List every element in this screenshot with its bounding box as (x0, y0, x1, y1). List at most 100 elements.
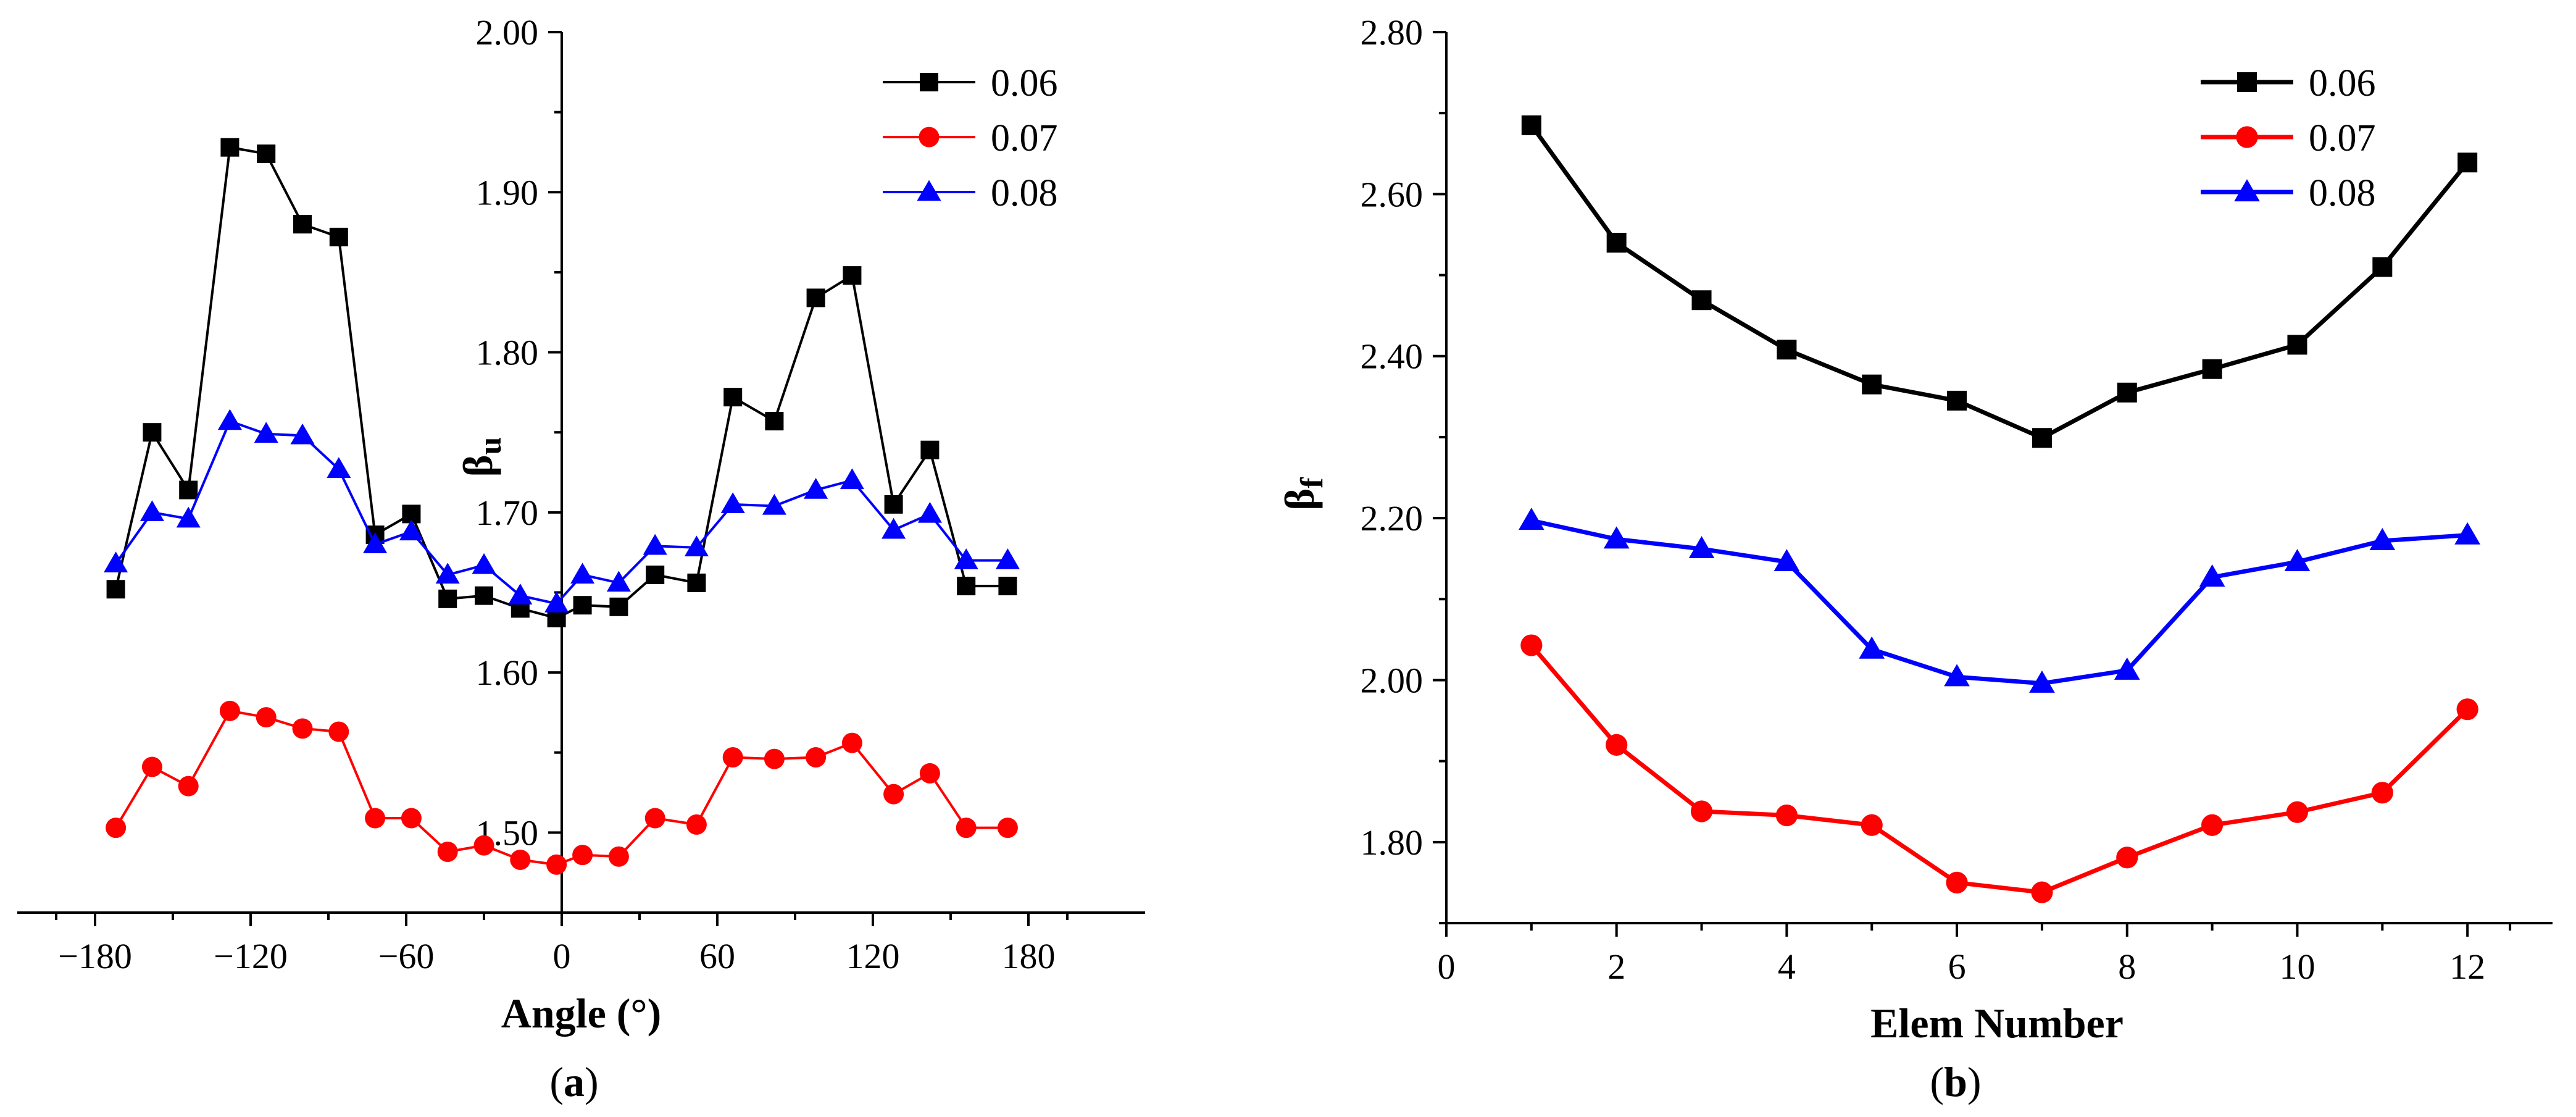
data-point (995, 548, 1020, 569)
data-point (841, 732, 862, 753)
data-point (290, 423, 315, 445)
data-point (475, 586, 493, 605)
data-point (644, 808, 665, 829)
data-point (1690, 800, 1713, 822)
data-point (140, 500, 164, 521)
y-tick-label: 2.60 (1361, 174, 1423, 214)
data-point (472, 553, 496, 574)
chart-panel-b: 0 2 4 6 8 10 12 1.80 2.00 2.20 2.40 2.60 2.80 Elem Nu… (1276, 12, 2553, 1105)
data-point (176, 506, 201, 528)
data-point (2029, 670, 2055, 693)
legend-marker (920, 73, 938, 91)
panel-label-open: ( (549, 1058, 564, 1105)
legend-label: 0.08 (2309, 172, 2376, 214)
data-point (1606, 233, 1627, 253)
data-point (2456, 698, 2478, 721)
data-point (1691, 290, 1712, 311)
data-point (328, 721, 349, 742)
data-point (143, 423, 162, 442)
data-point (1603, 526, 1630, 549)
data-point (573, 596, 592, 615)
data-point (687, 573, 706, 592)
data-point (2199, 564, 2225, 587)
y-axis-title: βu (454, 437, 508, 477)
data-point (804, 477, 828, 499)
y-tick-label: 1.70 (476, 493, 539, 533)
data-point (438, 589, 457, 608)
data-point (609, 597, 628, 616)
y-axis-title-subscript: f (1294, 477, 1330, 488)
data-point (399, 519, 423, 541)
legend-label: 0.07 (991, 117, 1058, 159)
data-point (920, 440, 940, 459)
y-axis-title: βf (1276, 477, 1330, 511)
data-point (1774, 549, 1800, 572)
series-line (1530, 123, 2469, 441)
data-point (2114, 657, 2140, 680)
series-0.07 (106, 700, 1018, 875)
series-0.07 (1520, 634, 2478, 903)
data-point (508, 584, 533, 605)
data-point (544, 592, 569, 613)
data-point (806, 288, 825, 307)
data-point (2287, 335, 2307, 355)
data-point (722, 747, 743, 768)
data-point (141, 756, 162, 777)
data-point (954, 548, 978, 569)
data-point (997, 818, 1018, 839)
x-tick-label: 0 (553, 936, 571, 976)
y-tick-label: 2.00 (1361, 660, 1423, 700)
data-point (546, 854, 567, 875)
data-point (104, 551, 128, 572)
data-point (219, 700, 240, 721)
legend-label: 0.08 (991, 172, 1058, 214)
data-point (1777, 340, 1797, 360)
data-point (882, 517, 906, 539)
data-point (684, 535, 709, 557)
data-point (723, 388, 743, 407)
data-point (293, 215, 312, 234)
series-line (1531, 518, 2468, 686)
legend-label: 0.06 (991, 62, 1058, 104)
series-0.06 (106, 138, 1017, 627)
y-tick-label: 2.80 (1361, 12, 1423, 52)
data-point (1946, 871, 1968, 894)
data-point (220, 138, 240, 157)
legend-marker (2236, 126, 2258, 148)
panel-label-close: ) (1967, 1058, 1982, 1105)
y-axis-title-subscript: u (473, 437, 508, 455)
data-point (437, 841, 458, 862)
x-tick-label: −120 (214, 936, 288, 976)
panel-label-open: ( (1930, 1058, 1944, 1105)
data-point (327, 457, 351, 478)
y-axis-title-symbol: β (454, 455, 501, 477)
y-tick-label: 2.00 (476, 12, 539, 52)
data-point (1521, 115, 1541, 135)
data-point (179, 480, 198, 500)
data-point (256, 707, 277, 728)
x-tick-label: 0 (1438, 947, 1456, 987)
x-tick-label: 10 (2279, 947, 2315, 987)
data-point (2457, 153, 2478, 173)
data-point (686, 814, 707, 835)
data-point (1861, 814, 1883, 836)
data-point (510, 849, 531, 870)
data-point (764, 748, 785, 769)
data-point (2117, 382, 2137, 403)
data-point (843, 266, 862, 285)
data-point (572, 845, 593, 866)
data-point (217, 409, 242, 430)
series-0.08 (104, 409, 1020, 613)
data-point (2116, 847, 2138, 869)
panel-label-letter: b (1944, 1058, 1967, 1105)
panel-label: (a) (549, 1058, 598, 1105)
data-point (2031, 881, 2053, 903)
panel-label-close: ) (585, 1058, 599, 1105)
series-0.08 (1519, 508, 2480, 693)
data-point (106, 580, 125, 599)
data-point (2454, 522, 2480, 545)
x-tick-label: 12 (2449, 947, 2485, 987)
data-point (606, 571, 631, 592)
data-point (1775, 804, 1798, 827)
